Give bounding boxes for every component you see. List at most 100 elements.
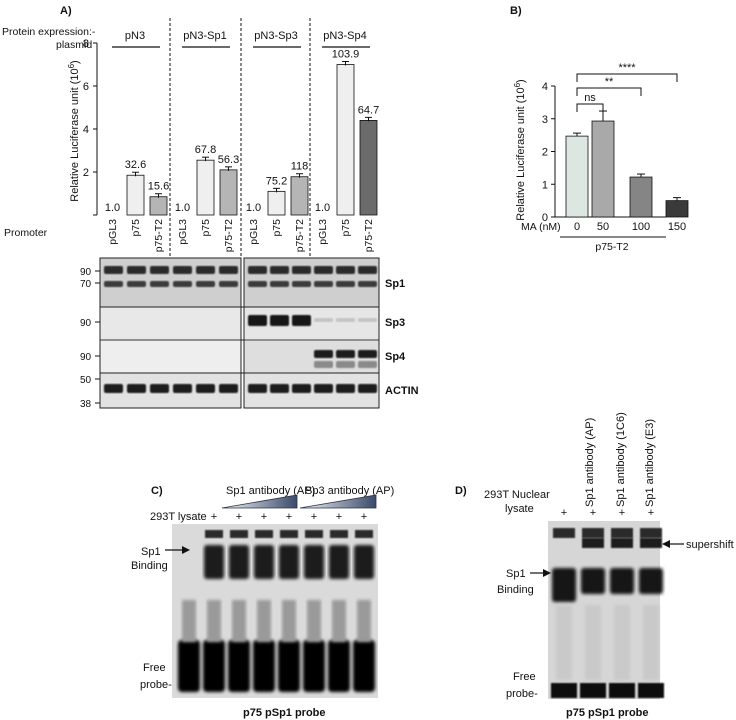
sp1-band-lower [358,281,377,287]
d-free-probe [580,683,606,698]
mw-90-sp3: 90 [80,318,92,329]
sp3-antibody-label: Sp3 antibody (AP) [305,485,394,497]
d-lane-sign: + [561,507,567,519]
sp4-band [358,350,377,358]
blot-frame-right [243,257,380,409]
a-ytick-label: 2 [83,167,89,179]
sp4-smear [336,361,355,368]
actin-band [150,384,169,393]
supershift-arrow [662,540,684,548]
sp1-band-upper [358,266,377,274]
a-bar [267,190,286,216]
c-probe-smear [357,600,371,642]
b-significance-label: **** [618,62,636,74]
a-category-label: p75-T2 [363,219,375,252]
a-group-name: pN3 [125,30,145,42]
sp4-smear [314,361,333,368]
a-data-label: 56.3 [218,154,239,166]
protein-expression-label: Protein expression:- [2,26,96,38]
b-ytick-label: 4 [542,81,548,93]
c-well-band [305,530,323,538]
c-well-band [355,530,373,538]
d-lane-smear [643,605,659,680]
panel-a-label: A) [60,5,72,17]
b-bar [629,176,653,218]
a-ytick-label: 4 [83,124,89,136]
sp1-band-lower [292,281,311,287]
mw-50: 50 [80,375,92,386]
d-antibody-ap: Sp1 antibody (AP) [584,418,596,507]
a-category-label: p75-T2 [294,219,306,252]
a-data-label: 64.7 [358,104,379,116]
d-supershift-band [640,538,662,548]
b-bar [591,120,615,218]
d-free-probe [551,683,577,698]
a-data-label: 103.9 [332,49,360,61]
a-bar [149,196,168,216]
c-binding-band [354,545,374,579]
d-free-probe [638,683,664,698]
d-well-band [553,528,575,538]
c-binding-band [229,545,249,579]
c-free-probe [203,640,225,692]
c-well-band [330,530,348,538]
sp1-band-lower [127,281,146,287]
a-category-label: p75-T2 [223,219,235,252]
sp4-band-label: Sp4 [385,351,406,363]
blot-frame-left [99,257,242,409]
a-bar [126,174,145,216]
actin-band [219,384,238,393]
sp1-band-upper [292,266,311,274]
d-supershift-band [611,538,633,548]
b-significance-bracket [576,73,678,82]
panel-b-ylabel: Relative Luciferase unit (106) [513,79,527,220]
a-data-label: 118 [291,161,309,173]
a-data-label: 32.6 [125,159,146,171]
sp3-band [270,315,289,326]
actin-band [270,384,289,393]
sp1-band-lower [173,281,192,287]
a-category-label: pGL3 [317,219,329,245]
actin-band [314,384,333,393]
actin-band [358,384,377,393]
d-lane-sign: + [619,507,625,519]
actin-band [248,384,267,393]
d-well-band [582,528,604,538]
mw-38: 38 [80,399,92,410]
c-free-probe [278,640,300,692]
d-lane-smear [585,605,601,680]
d-binding-band [552,568,576,602]
d-binding-label-2: Binding [497,584,534,596]
c-probe-smear [232,600,246,642]
sp1-band-label: Sp1 [385,278,405,290]
d-lysate-label-1: 293T Nuclear [484,489,550,501]
sp1-band-lower [150,281,169,287]
a-data-label: 1.0 [175,202,190,214]
d-well-band [640,528,662,538]
b-bar [565,135,589,218]
supershift-label: supershift [686,539,734,551]
d-free-label-1: Free [513,671,536,683]
mw-90-sp4: 90 [80,352,92,363]
blot-sp4-left [100,341,241,373]
sp1-band-upper [248,266,267,274]
b-ytick-label: 2 [542,147,548,159]
c-free-probe [303,640,325,692]
a-data-label: 15.6 [148,181,169,193]
c-binding-band [204,545,224,579]
b-category-label: 100 [632,221,650,233]
a-ytick-label: 8 [83,38,89,50]
c-lane-sign: + [236,511,242,523]
sp1-band-lower [248,281,267,287]
c-binding-arrow [165,546,190,554]
c-lane-sign: + [211,511,217,523]
a-bar [196,159,215,216]
a-bar [336,64,355,216]
c-probe-smear [257,600,271,642]
panel-d-label: D) [455,485,467,497]
sp1-band-upper [219,266,238,274]
c-probe-smear [182,600,196,642]
c-well-band [230,530,248,538]
a-data-label: 67.8 [195,144,216,156]
